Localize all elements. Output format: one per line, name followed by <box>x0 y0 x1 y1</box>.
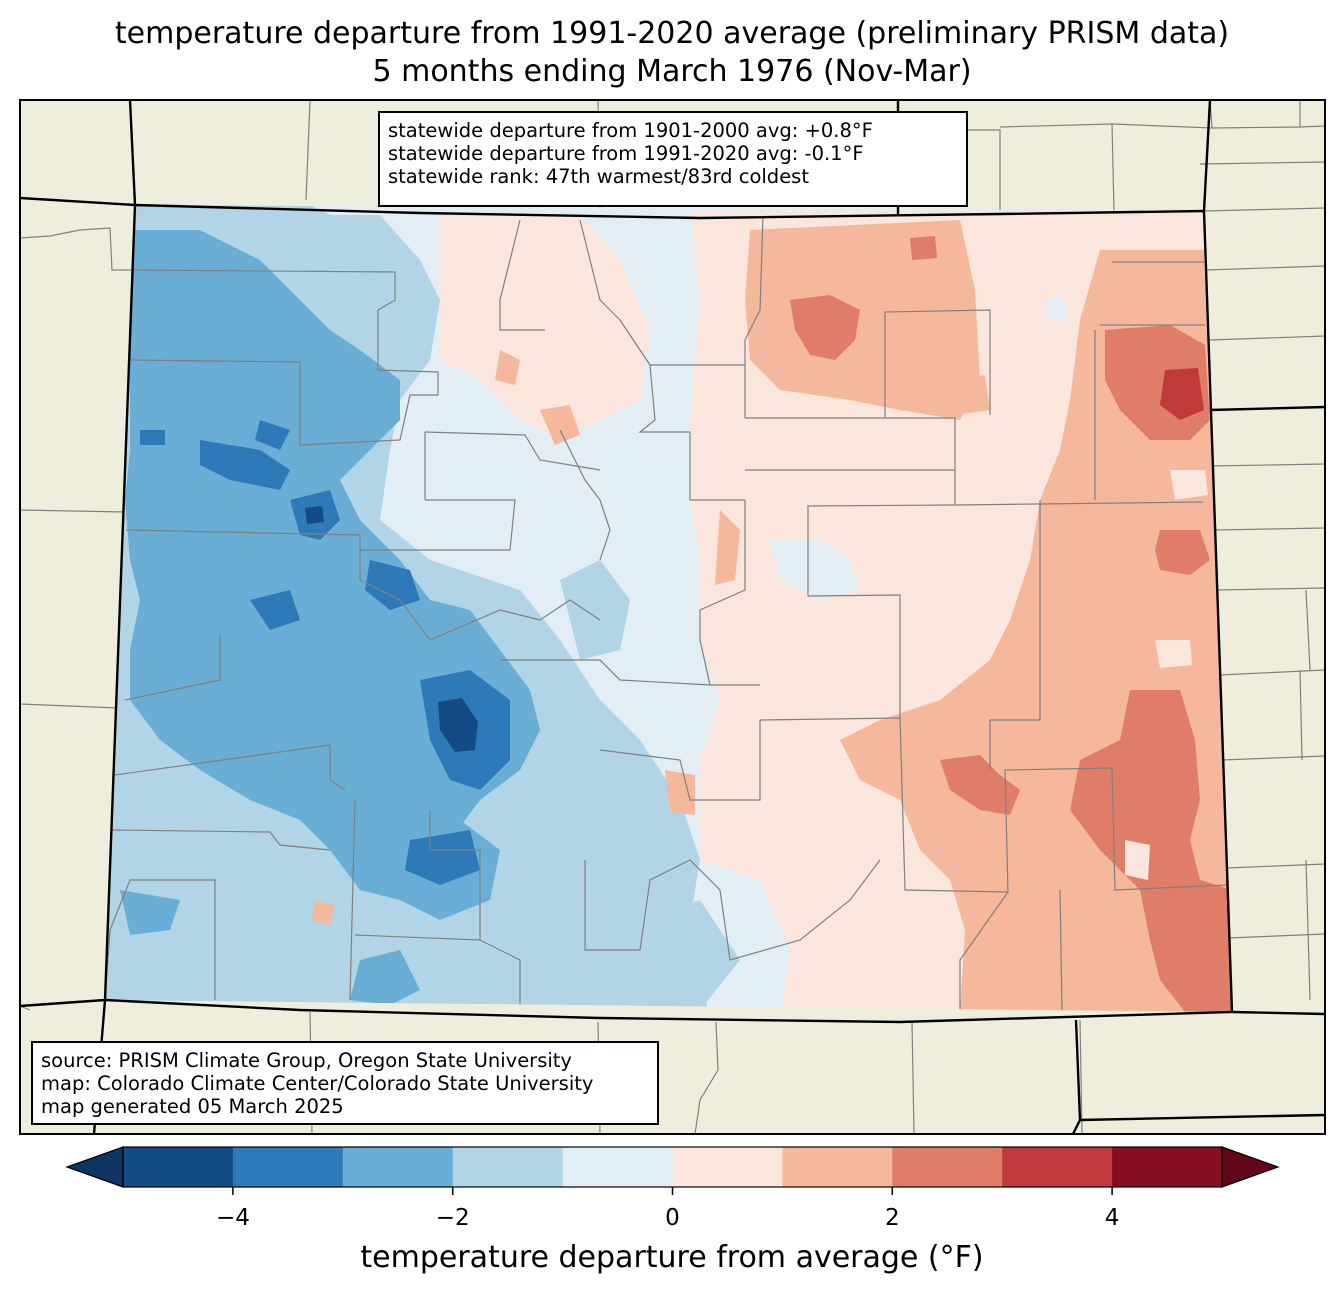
colorbar-bin-9 <box>1112 1147 1223 1187</box>
stats-line-rank: statewide rank: 47th warmest/83rd coldes… <box>388 165 809 188</box>
colorbar-bin-0 <box>123 1147 234 1187</box>
statewide-stats-box: statewide departure from 1901-2000 avg: … <box>378 111 968 207</box>
colorado-county-lines <box>105 215 1229 1012</box>
colorbar-bin-7 <box>892 1147 1003 1187</box>
map-title-line2: 5 months ending March 1976 (Nov-Mar) <box>372 54 972 89</box>
colorbar-label: temperature departure from average (°F) <box>360 1240 984 1275</box>
generated-date-line: map generated 05 March 2025 <box>41 1095 344 1118</box>
stats-line-1901-2000: statewide departure from 1901-2000 avg: … <box>388 119 873 142</box>
colorbar-bin-1 <box>232 1147 344 1187</box>
colorbar-tick-label: −4 <box>215 1205 250 1231</box>
colorbar-bin-2 <box>342 1147 454 1187</box>
colorbar-tick-label: 4 <box>1104 1205 1120 1231</box>
map-title-line1: temperature departure from 1991-2020 ave… <box>114 16 1230 51</box>
colorbar-tick-label: −2 <box>435 1205 470 1231</box>
colorbar-tick-label: 2 <box>884 1205 900 1231</box>
map-credit-line: map: Colorado Climate Center/Colorado St… <box>41 1072 594 1095</box>
colorbar <box>65 1146 1280 1195</box>
colorbar-over-arrow <box>1221 1146 1280 1188</box>
colorbar-bin-3 <box>452 1147 564 1187</box>
state-borders <box>20 100 1325 1134</box>
source-credit-box: source: PRISM Climate Group, Oregon Stat… <box>31 1041 659 1125</box>
map-frame <box>19 99 1326 1135</box>
stats-line-1991-2020: statewide departure from 1991-2020 avg: … <box>388 142 864 165</box>
colorbar-under-arrow <box>65 1146 124 1188</box>
temperature-anomaly-field <box>105 205 1232 1012</box>
colorbar-bin-8 <box>1002 1147 1113 1187</box>
colorbar-bin-4 <box>562 1147 673 1187</box>
colorbar-bin-6 <box>782 1147 893 1187</box>
colorbar-tick-label: 0 <box>665 1205 680 1231</box>
colorbar-bin-5 <box>672 1147 783 1187</box>
source-line: source: PRISM Climate Group, Oregon Stat… <box>41 1049 572 1072</box>
